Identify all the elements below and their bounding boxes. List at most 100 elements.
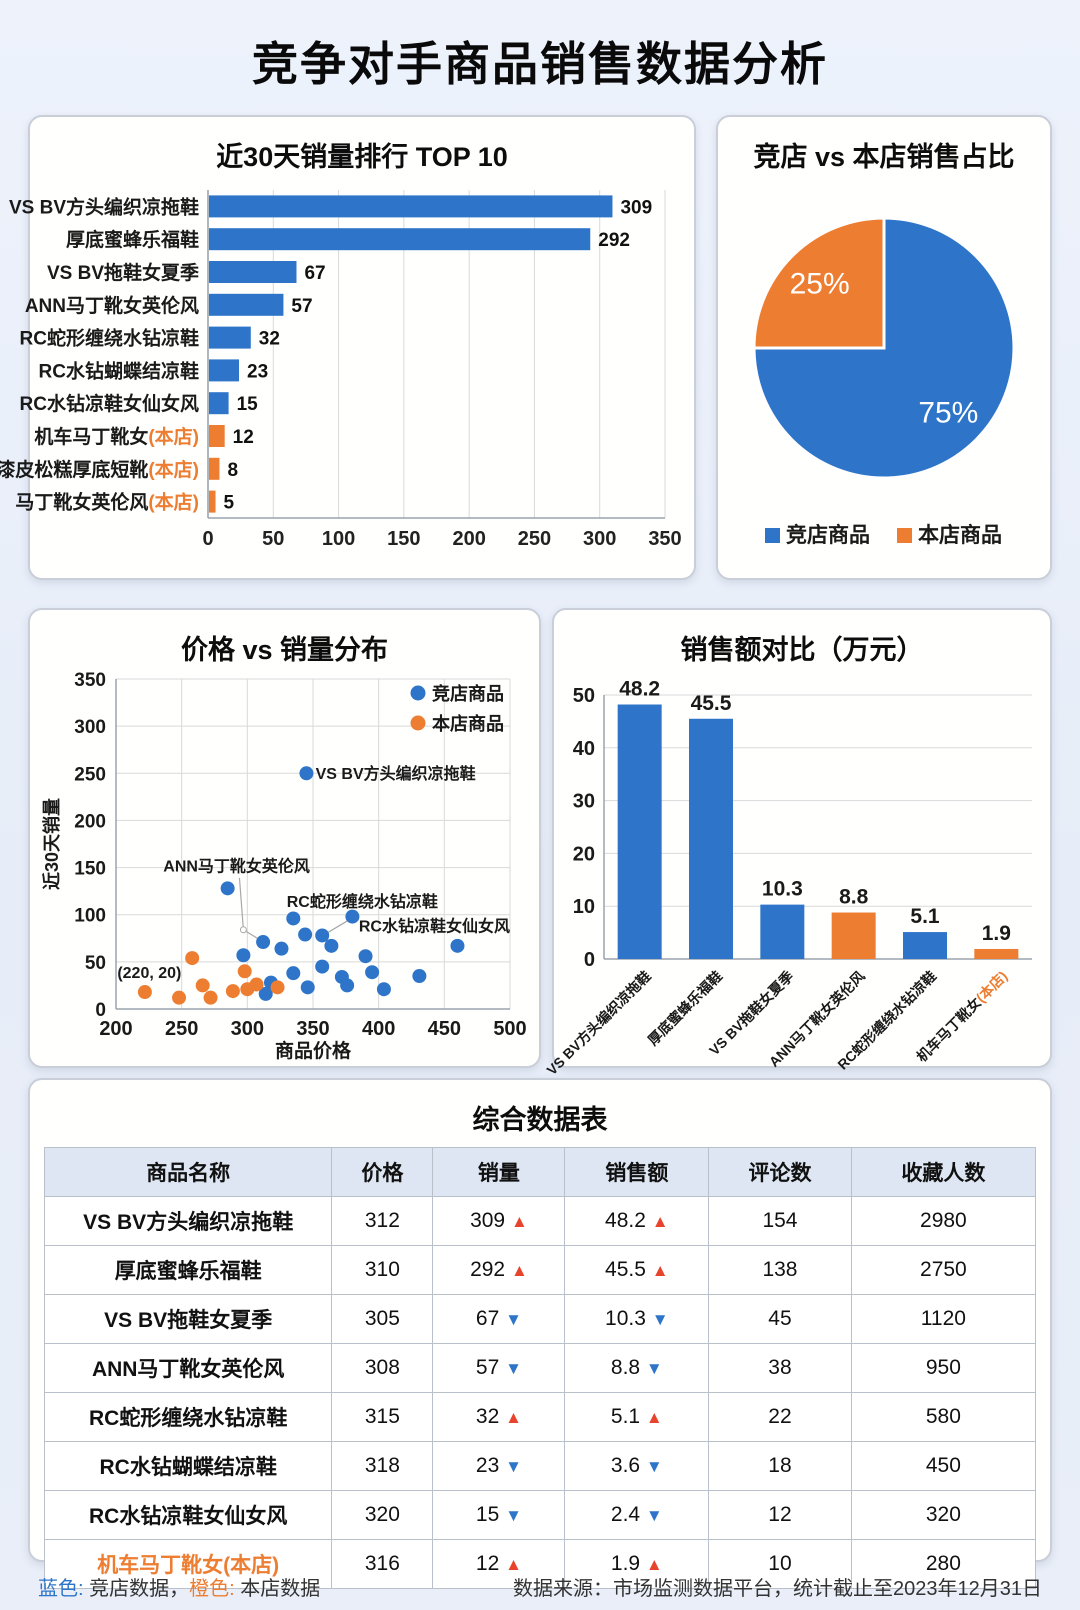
- pie-percent-label: 75%: [918, 396, 978, 429]
- revenue-bar-chart: 0 10 20 30 40 50 48.2 VS BV方头编织凉拖鞋 45.5 厚底蜜蜂乐福鞋 10…: [543, 678, 1032, 1078]
- annotation-label: (220, 20): [117, 965, 181, 982]
- category-label: ANN马丁靴女英伦风: [25, 294, 199, 317]
- x-tick-label: 500: [493, 1018, 526, 1040]
- sales-cell: 23 ▼: [432, 1441, 566, 1491]
- revenue-cell: 8.8 ▼: [564, 1343, 710, 1393]
- sales-bar: [831, 912, 876, 959]
- legend-label: 本店商品: [918, 523, 1002, 547]
- page-footer: 蓝色: 竞店数据，橙色: 本店数据 数据来源：市场监测数据平台，统计截止至202…: [38, 1572, 1042, 1601]
- x-tick-label: 250: [518, 528, 551, 550]
- y-tick-label: 150: [74, 859, 106, 880]
- trend-arrow-icon: ▲: [651, 1261, 669, 1280]
- favorites-cell: 320: [850, 1490, 1037, 1540]
- scatter-point: [412, 969, 427, 983]
- legend-label: 竞店商品: [432, 683, 504, 704]
- trend-arrow-icon: ▼: [645, 1506, 663, 1525]
- favorites-cell: 280: [850, 1539, 1037, 1589]
- table-row: ANN马丁靴女英伦风 308 57 ▼ 8.8 ▼ 38 950: [43, 1343, 1037, 1393]
- ranking-bar: [209, 490, 216, 513]
- favorites-cell: 2980: [850, 1196, 1037, 1246]
- sales-cell: 32 ▲: [432, 1392, 566, 1442]
- x-tick-label: 250: [165, 1018, 198, 1040]
- scatter-point: [256, 935, 271, 950]
- product-name-cell: RC水钻蝴蝶结凉鞋: [43, 1441, 333, 1491]
- y-axis-title: 近30天销量: [41, 798, 62, 890]
- column-header: 评论数: [708, 1147, 852, 1197]
- product-name-cell: 机车马丁靴女(本店): [43, 1539, 333, 1589]
- footer-blue-label: 蓝色:: [38, 1578, 84, 1600]
- value-label: 10.3: [762, 878, 803, 901]
- comments-cell: 38: [708, 1343, 852, 1393]
- annotation-leader-line: [325, 918, 351, 935]
- category-label: RC水钻蝴蝶结凉鞋: [39, 359, 199, 382]
- category-label: VS BV方头编织凉拖鞋: [543, 968, 653, 1078]
- y-tick-label: 100: [74, 906, 106, 927]
- ranking-bar: [209, 195, 613, 218]
- product-name-cell: VS BV拖鞋女夏季: [43, 1294, 333, 1344]
- table-row: VS BV方头编织凉拖鞋 312 309 ▲ 48.2 ▲ 154 2980: [43, 1196, 1037, 1246]
- scatter-point: [258, 986, 273, 1001]
- trend-arrow-icon: ▲: [651, 1212, 669, 1231]
- sales-chart-title: 销售额对比（万元）: [680, 635, 924, 665]
- value-label: 67: [304, 263, 325, 284]
- scatter-point: [315, 928, 330, 943]
- trend-arrow-icon: ▲: [645, 1408, 663, 1427]
- category-label: RC蛇形缠绕水钻凉鞋: [20, 327, 199, 350]
- table-row: RC水钻蝴蝶结凉鞋 318 23 ▼ 3.6 ▼ 18 450: [43, 1441, 1037, 1491]
- sales-bar: [689, 718, 733, 959]
- y-tick-label: 300: [74, 717, 106, 738]
- pie-percent-label: 25%: [790, 268, 850, 301]
- x-tick-label: 400: [362, 1018, 395, 1040]
- x-tick-label: 300: [583, 528, 616, 550]
- sales-cell: 309 ▲: [432, 1196, 566, 1246]
- x-tick-label: 300: [231, 1018, 264, 1040]
- price-cell: 316: [331, 1539, 434, 1589]
- price-cell: 308: [331, 1343, 434, 1393]
- pie-slice: [752, 216, 886, 350]
- scatter-point: [324, 938, 339, 953]
- x-axis-title: 商品价格: [275, 1039, 352, 1062]
- comments-cell: 45: [708, 1294, 852, 1344]
- scatter-point: [315, 959, 330, 974]
- price-cell: 312: [331, 1196, 434, 1246]
- favorites-cell: 2750: [850, 1245, 1037, 1295]
- ranking-bar: [209, 359, 240, 382]
- x-tick-label: 200: [452, 528, 485, 550]
- scatter-point: [450, 938, 465, 953]
- pie-chart-title: 竞店 vs 本店销售占比: [753, 142, 1015, 172]
- y-tick-label: 200: [74, 811, 106, 832]
- footer-color-legend: 蓝色: 竞店数据，橙色: 本店数据: [38, 1572, 320, 1601]
- x-tick-label: 450: [428, 1018, 461, 1040]
- ranking-bar: [209, 457, 220, 480]
- scatter-point: [249, 977, 264, 992]
- trend-arrow-icon: ▼: [651, 1310, 669, 1329]
- scatter-point: [340, 978, 355, 993]
- scatter-point: [236, 948, 251, 963]
- ranking-bar: [209, 326, 251, 349]
- footer-blue-text: 竞店数据，: [83, 1578, 190, 1600]
- price-cell: 318: [331, 1441, 434, 1491]
- scatter-point: [286, 911, 301, 926]
- category-label: RC水钻凉鞋女仙女风: [20, 392, 199, 415]
- price-cell: 305: [331, 1294, 434, 1344]
- legend-dot: [410, 685, 426, 701]
- favorites-cell: 580: [850, 1392, 1037, 1442]
- scatter-point: [286, 966, 301, 981]
- value-label: 5: [224, 493, 235, 514]
- column-header: 商品名称: [43, 1147, 333, 1197]
- scatter-point: [358, 949, 373, 964]
- legend-dot: [410, 715, 426, 731]
- value-label: 8.8: [839, 886, 869, 909]
- value-label: 309: [620, 197, 652, 218]
- trend-arrow-icon: ▲: [510, 1212, 528, 1231]
- table-header-row: 商品名称 价格 销量 销售额 评论数 收藏人数: [43, 1147, 1037, 1197]
- trend-arrow-icon: ▼: [505, 1506, 522, 1525]
- scatter-point: [137, 985, 152, 1000]
- footer-orange-label: 橙色:: [189, 1578, 235, 1600]
- comments-cell: 10: [708, 1539, 852, 1589]
- y-tick-label: 350: [74, 670, 106, 691]
- revenue-cell: 5.1 ▲: [564, 1392, 710, 1442]
- sales-bar: [974, 948, 1019, 959]
- sales-bar: [617, 704, 662, 959]
- data-table-title: 综合数据表: [472, 1105, 608, 1135]
